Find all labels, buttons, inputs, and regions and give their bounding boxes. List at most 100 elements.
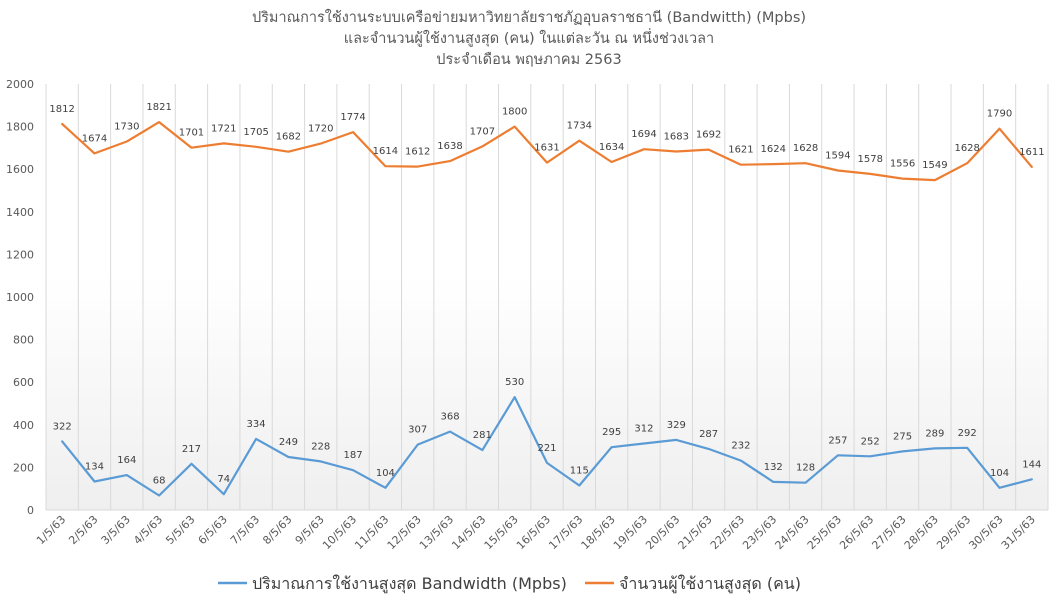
x-tick-label: 20/5/63 bbox=[643, 513, 682, 552]
x-axis: 1/5/632/5/633/5/634/5/635/5/636/5/637/5/… bbox=[34, 513, 1038, 552]
x-tick-label: 10/5/63 bbox=[320, 513, 359, 552]
data-label: 295 bbox=[602, 427, 621, 438]
chart-title: ปริมาณการใช้งานระบบเครือข่ายมหาวิทยาลัยร… bbox=[252, 8, 806, 68]
data-label: 1621 bbox=[728, 145, 753, 156]
x-tick-label: 5/5/63 bbox=[163, 513, 197, 547]
data-label: 1578 bbox=[857, 154, 882, 165]
data-label: 307 bbox=[408, 425, 427, 436]
x-tick-label: 14/5/63 bbox=[449, 513, 488, 552]
y-tick-label: 200 bbox=[13, 461, 34, 474]
data-label: 1683 bbox=[664, 132, 689, 143]
series-line-users bbox=[61, 120, 1033, 182]
data-label: 1628 bbox=[954, 143, 979, 154]
legend: ปริมาณการใช้งานสูงสุด Bandwidth (Mpbs) จ… bbox=[218, 574, 801, 594]
chart-title-line-3: ประจำเดือน พฤษภาคม 2563 bbox=[436, 51, 621, 68]
data-label: 104 bbox=[376, 468, 395, 479]
data-label: 292 bbox=[958, 428, 977, 439]
x-tick-label: 19/5/63 bbox=[611, 513, 650, 552]
data-label: 1800 bbox=[502, 107, 527, 118]
data-label: 1628 bbox=[793, 143, 818, 154]
data-label: 217 bbox=[182, 444, 201, 455]
y-tick-label: 1800 bbox=[6, 121, 34, 134]
data-label: 1705 bbox=[243, 127, 268, 138]
data-label: 1631 bbox=[534, 143, 559, 154]
data-label: 1594 bbox=[825, 150, 850, 161]
data-label: 1614 bbox=[373, 146, 398, 157]
x-tick-label: 16/5/63 bbox=[514, 513, 553, 552]
x-tick-label: 28/5/63 bbox=[902, 513, 941, 552]
data-label: 144 bbox=[1022, 459, 1041, 470]
data-label: 132 bbox=[764, 462, 783, 473]
legend-item-bandwidth: ปริมาณการใช้งานสูงสุด Bandwidth (Mpbs) bbox=[218, 574, 567, 594]
x-tick-label: 23/5/63 bbox=[740, 513, 779, 552]
data-label: 1701 bbox=[179, 128, 204, 139]
y-tick-label: 600 bbox=[13, 376, 34, 389]
y-tick-label: 400 bbox=[13, 419, 34, 432]
data-label: 1638 bbox=[437, 141, 462, 152]
data-label: 115 bbox=[570, 466, 589, 477]
x-tick-label: 22/5/63 bbox=[708, 513, 747, 552]
data-label: 1720 bbox=[308, 124, 333, 135]
y-tick-label: 1400 bbox=[6, 206, 34, 219]
x-tick-label: 27/5/63 bbox=[869, 513, 908, 552]
legend-label-bandwidth: ปริมาณการใช้งานสูงสุด Bandwidth (Mpbs) bbox=[252, 574, 567, 594]
data-label: 1721 bbox=[211, 123, 236, 134]
data-label: 1790 bbox=[987, 109, 1012, 120]
data-label: 1634 bbox=[599, 142, 624, 153]
x-tick-label: 2/5/63 bbox=[66, 513, 100, 547]
x-tick-label: 24/5/63 bbox=[773, 513, 812, 552]
x-tick-label: 1/5/63 bbox=[34, 513, 68, 547]
legend-item-users: จำนวนผู้ใช้งานสูงสุด (คน) bbox=[585, 574, 801, 594]
x-tick-label: 8/5/63 bbox=[260, 513, 294, 547]
y-tick-label: 1000 bbox=[6, 291, 34, 304]
data-label: 530 bbox=[505, 377, 524, 388]
data-label: 329 bbox=[667, 420, 686, 431]
data-label: 104 bbox=[990, 468, 1009, 479]
x-tick-label: 12/5/63 bbox=[385, 513, 424, 552]
data-label: 1612 bbox=[405, 147, 430, 158]
data-label: 1611 bbox=[1019, 147, 1044, 158]
data-label: 134 bbox=[85, 461, 104, 472]
x-tick-label: 15/5/63 bbox=[482, 513, 521, 552]
data-label: 68 bbox=[153, 476, 166, 487]
series-line-bandwidth bbox=[61, 396, 1033, 497]
x-tick-label: 21/5/63 bbox=[676, 513, 715, 552]
x-tick-label: 6/5/63 bbox=[196, 513, 230, 547]
x-tick-label: 13/5/63 bbox=[417, 513, 456, 552]
gridlines bbox=[45, 84, 1049, 511]
data-label: 1694 bbox=[631, 129, 656, 140]
x-tick-label: 11/5/63 bbox=[352, 513, 391, 552]
data-label: 74 bbox=[217, 474, 230, 485]
chart-title-line-2: และจำนวนผู้ใช้งานสูงสุด (คน) ในแต่ละวัน … bbox=[344, 28, 714, 47]
series-lines bbox=[61, 120, 1033, 497]
data-labels: 322 134 164 68 217 74 334 249 228 187 104 307 368 281… bbox=[49, 102, 1044, 486]
data-label: 1674 bbox=[82, 133, 107, 144]
data-label: 1692 bbox=[696, 130, 721, 141]
data-label: 334 bbox=[247, 419, 266, 430]
data-label: 287 bbox=[699, 429, 718, 440]
chart-title-line-1: ปริมาณการใช้งานระบบเครือข่ายมหาวิทยาลัยร… bbox=[252, 8, 806, 26]
data-label: 1682 bbox=[276, 132, 301, 143]
data-label: 128 bbox=[796, 463, 815, 474]
data-label: 275 bbox=[893, 431, 912, 442]
data-label: 257 bbox=[828, 435, 847, 446]
data-label: 1730 bbox=[114, 122, 139, 133]
legend-label-users: จำนวนผู้ใช้งานสูงสุด (คน) bbox=[619, 574, 801, 594]
y-tick-label: 0 bbox=[27, 504, 34, 517]
data-label: 1734 bbox=[567, 121, 592, 132]
x-tick-label: 3/5/63 bbox=[99, 513, 133, 547]
x-tick-label: 30/5/63 bbox=[966, 513, 1005, 552]
data-label: 1774 bbox=[340, 112, 365, 123]
data-label: 1707 bbox=[470, 126, 495, 137]
data-label: 252 bbox=[861, 436, 880, 447]
y-tick-label: 1600 bbox=[6, 163, 34, 176]
data-label: 312 bbox=[634, 424, 653, 435]
data-label: 232 bbox=[731, 441, 750, 452]
y-tick-label: 2000 bbox=[6, 78, 34, 91]
data-label: 187 bbox=[344, 450, 363, 461]
y-tick-label: 800 bbox=[13, 334, 34, 347]
data-label: 164 bbox=[117, 455, 136, 466]
data-label: 281 bbox=[473, 430, 492, 441]
data-label: 1624 bbox=[761, 144, 786, 155]
